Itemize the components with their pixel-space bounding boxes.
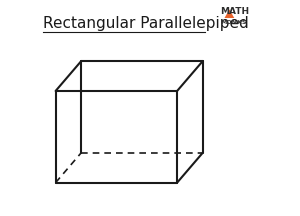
Text: MATH: MATH bbox=[220, 7, 249, 16]
Text: Rectangular Parallelepiped: Rectangular Parallelepiped bbox=[43, 16, 249, 31]
Text: MONKS: MONKS bbox=[221, 19, 247, 24]
Polygon shape bbox=[224, 10, 234, 18]
